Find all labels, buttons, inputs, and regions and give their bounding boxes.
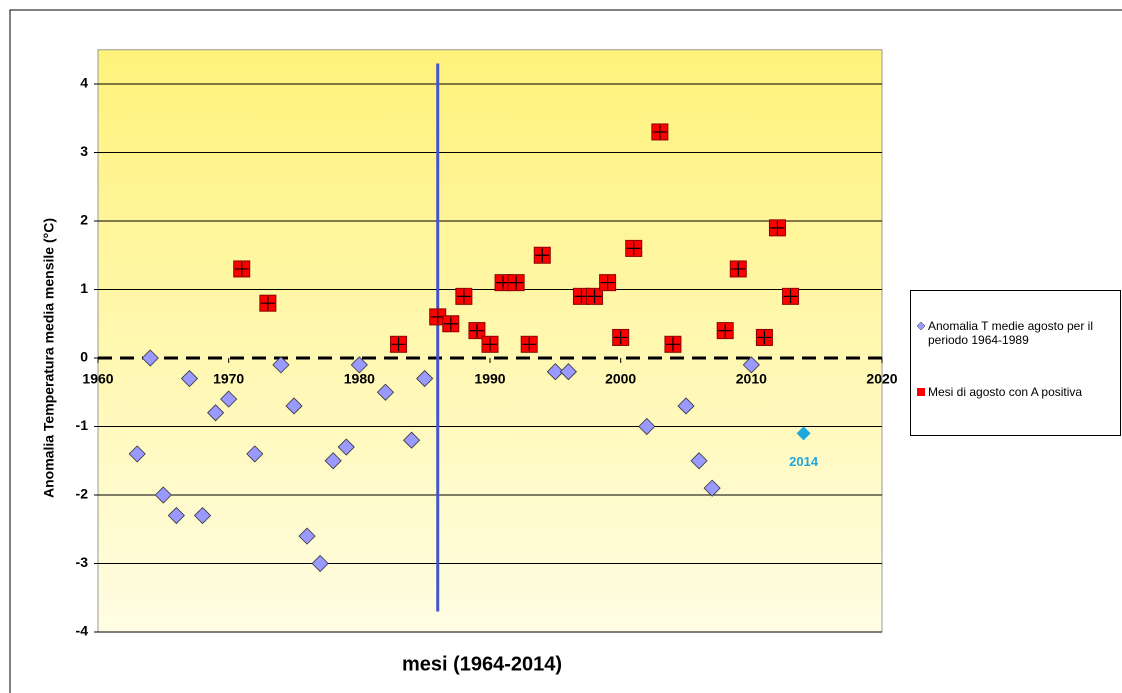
frame (9, 9, 1122, 693)
point (403, 431, 421, 449)
legend: Anomalia T medie agosto per il periodo 1… (910, 290, 1121, 436)
point-cross (522, 337, 537, 352)
point (559, 363, 577, 381)
point (246, 445, 264, 463)
point-cross (469, 323, 484, 338)
x-axis-title: mesi (1964-2014) (402, 653, 562, 675)
point (285, 397, 303, 415)
point-cross (509, 275, 524, 290)
point (298, 527, 316, 545)
point (167, 506, 185, 525)
y-tick-label: 4 (80, 75, 88, 91)
x-tick-label: 1960 (82, 371, 113, 387)
x-tick-label: 2020 (866, 371, 897, 387)
point-cross (483, 337, 497, 352)
highlight-point (796, 426, 811, 441)
point-cross (443, 316, 458, 331)
point-cross (652, 124, 667, 139)
point-cross (665, 337, 680, 352)
point-cross (731, 261, 746, 276)
x-tick-label: 1980 (344, 371, 375, 387)
legend-label: Anomalia T medie agosto per il periodo 1… (928, 319, 1093, 347)
point-cross (456, 289, 471, 304)
point (220, 390, 238, 408)
y-tick-label: 2 (80, 212, 88, 228)
y-tick-label: 0 (80, 349, 88, 365)
point (703, 479, 721, 497)
point (677, 397, 695, 415)
point-cross (260, 296, 275, 311)
point (207, 404, 225, 422)
y-tick-label: 3 (80, 143, 88, 159)
point (324, 452, 342, 470)
legend-item: Anomalia T medie agosto per il periodo 1… (917, 319, 1117, 347)
point-cross (535, 248, 550, 263)
y-tick-label: -2 (76, 486, 89, 502)
point (416, 369, 434, 388)
point-cross (613, 330, 628, 345)
point (638, 417, 656, 436)
legend-item: Mesi di agosto con A positiva (917, 385, 1117, 399)
x-tick-label: 1990 (474, 371, 505, 387)
point (272, 356, 290, 374)
point-cross (600, 275, 615, 290)
x-tick-label: 2000 (605, 371, 636, 387)
legend-label: Mesi di agosto con A positiva (928, 385, 1083, 399)
y-tick-label: -1 (76, 417, 89, 433)
point (180, 369, 199, 388)
point-cross (391, 337, 406, 352)
point (154, 486, 172, 504)
y-tick-label: 1 (80, 280, 88, 296)
point-cross (718, 323, 733, 338)
point (742, 356, 760, 374)
point (128, 445, 146, 463)
y-tick-label: -4 (76, 623, 89, 639)
point (193, 506, 212, 525)
y-tick-label: -3 (76, 554, 89, 570)
point-cross (587, 289, 602, 304)
legend-swatch (917, 322, 925, 330)
point (376, 383, 395, 401)
x-tick-label: 2010 (736, 371, 767, 387)
highlight-label: 2014 (789, 454, 819, 469)
point (690, 452, 708, 470)
point-cross (626, 241, 641, 256)
y-axis-title: Anomalia Temperatura media mensile (°C) (41, 218, 57, 498)
point (350, 356, 368, 374)
legend-swatch (917, 388, 925, 396)
point (311, 554, 329, 573)
point (337, 438, 355, 456)
point-cross (770, 220, 785, 235)
point-cross (783, 289, 798, 304)
point (546, 363, 564, 381)
point-cross (757, 330, 772, 345)
point-cross (234, 261, 249, 276)
point (141, 349, 159, 367)
x-tick-label: 1970 (213, 371, 244, 387)
